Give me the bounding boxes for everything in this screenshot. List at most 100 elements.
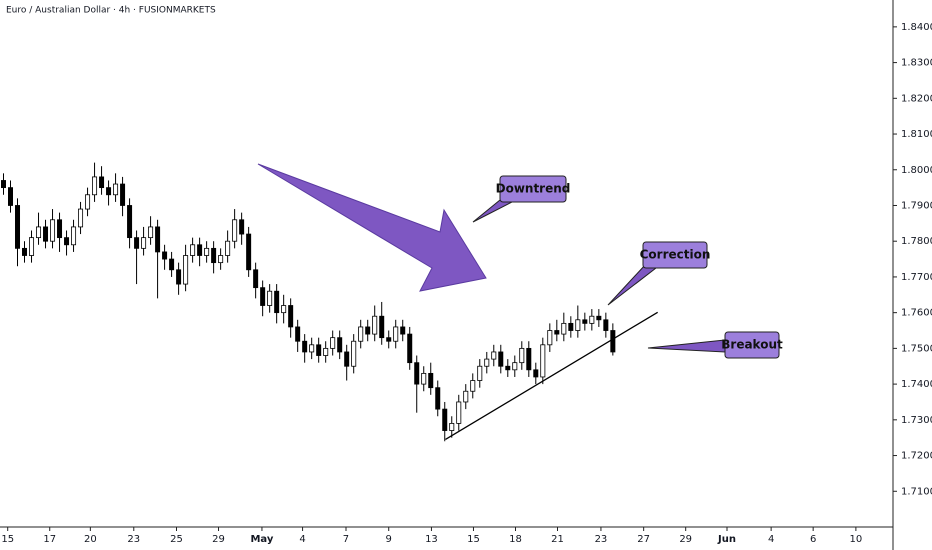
- candle-body: [218, 255, 224, 264]
- y-tick-label: 1.83000: [901, 58, 932, 69]
- y-tick-label: 1.77000: [901, 272, 932, 283]
- candle-body: [379, 315, 385, 339]
- candle-body: [274, 290, 280, 314]
- candle-body: [106, 187, 112, 196]
- x-tick-label: 6: [810, 534, 816, 545]
- candle-body: [99, 176, 105, 189]
- candle-body: [351, 340, 357, 367]
- x-tick-label: 4: [299, 534, 305, 545]
- candle-body: [526, 347, 532, 371]
- candle-body: [197, 244, 203, 256]
- candle-body: [43, 226, 49, 242]
- candle-body: [449, 423, 455, 431]
- callout-box: [499, 175, 567, 203]
- y-tick-label: 1.72000: [901, 451, 932, 462]
- candle-body: [92, 176, 98, 196]
- candle-body: [512, 362, 518, 371]
- candle-body: [323, 347, 329, 356]
- x-tick-label: 4: [768, 534, 774, 545]
- candle-body: [533, 369, 539, 378]
- candle-body: [1, 180, 7, 189]
- y-tick-label: 1.79000: [901, 200, 932, 211]
- candle-body: [568, 322, 574, 331]
- x-tick-label: Jun: [717, 534, 736, 545]
- y-tick-label: 1.73000: [901, 415, 932, 426]
- x-tick-label: 23: [595, 534, 608, 545]
- candle-body: [36, 226, 42, 239]
- candle-body: [575, 319, 581, 331]
- x-tick-label: 18: [509, 534, 522, 545]
- annotation: Correction: [640, 248, 711, 262]
- candle-body: [260, 287, 266, 306]
- candle-body: [596, 315, 602, 321]
- candle-body: [134, 237, 140, 249]
- y-tick-label: 1.80000: [901, 165, 932, 176]
- callout-box: [642, 241, 708, 269]
- candle-body: [442, 408, 448, 431]
- x-tick-label: 29: [212, 534, 225, 545]
- candle-body: [435, 387, 441, 410]
- x-tick-label: 29: [679, 534, 692, 545]
- candle-body: [540, 344, 546, 378]
- candle-body: [50, 219, 56, 242]
- candle-body: [463, 390, 469, 403]
- candle-body: [29, 237, 35, 256]
- y-tick-label: 1.71000: [901, 486, 932, 497]
- x-tick-label: 15: [467, 534, 480, 545]
- downtrend-arrow: [257, 163, 487, 292]
- y-tick-label: 1.81000: [901, 129, 932, 140]
- candle-body: [15, 205, 21, 249]
- candle-body: [71, 226, 77, 246]
- candle-body: [505, 365, 511, 371]
- candle-body: [57, 219, 63, 239]
- candle-body: [610, 330, 616, 353]
- candle-body: [407, 333, 413, 364]
- candle-body: [491, 351, 497, 360]
- x-tick-label: 23: [127, 534, 140, 545]
- candle-body: [316, 344, 322, 356]
- candle-body: [169, 258, 175, 271]
- candle-body: [176, 269, 182, 285]
- candle-body: [246, 233, 252, 271]
- candle-body: [365, 326, 371, 335]
- candle-body: [470, 380, 476, 392]
- candle-body: [113, 183, 119, 196]
- candle-body: [337, 337, 343, 353]
- candle-body: [232, 219, 238, 242]
- y-tick-label: 1.75000: [901, 343, 932, 354]
- candle-body: [477, 365, 483, 381]
- y-tick-label: 1.84000: [901, 22, 932, 33]
- candle-body: [554, 330, 560, 335]
- candle-body: [589, 315, 595, 324]
- candle-body: [421, 372, 427, 385]
- callout-box: [724, 331, 780, 359]
- x-tick-label: 27: [637, 534, 650, 545]
- candle-body: [519, 347, 525, 364]
- candle-body: [344, 351, 350, 367]
- candle-body: [358, 326, 364, 342]
- y-tick-label: 1.82000: [901, 93, 932, 104]
- candle-body: [393, 326, 399, 342]
- candle-body: [372, 315, 378, 335]
- x-tick-label: 15: [1, 534, 14, 545]
- candle-body: [225, 240, 231, 256]
- candle-body: [547, 330, 553, 346]
- candle-body: [456, 401, 462, 424]
- candle-body: [330, 337, 336, 349]
- candle-body: [22, 247, 28, 256]
- candle-body: [309, 344, 315, 353]
- candle-body: [211, 247, 217, 264]
- candle-body: [183, 255, 189, 285]
- candle-body: [64, 237, 70, 246]
- candle-body: [141, 237, 147, 249]
- candle-body: [78, 208, 84, 228]
- candle-body: [288, 305, 294, 328]
- candle-body: [281, 305, 287, 314]
- x-tick-label: 17: [43, 534, 56, 545]
- x-tick-label: 25: [170, 534, 183, 545]
- candle-body: [190, 244, 196, 256]
- x-tick-label: May: [250, 534, 273, 545]
- x-tick-label: 10: [850, 534, 863, 545]
- candle-body: [253, 269, 259, 289]
